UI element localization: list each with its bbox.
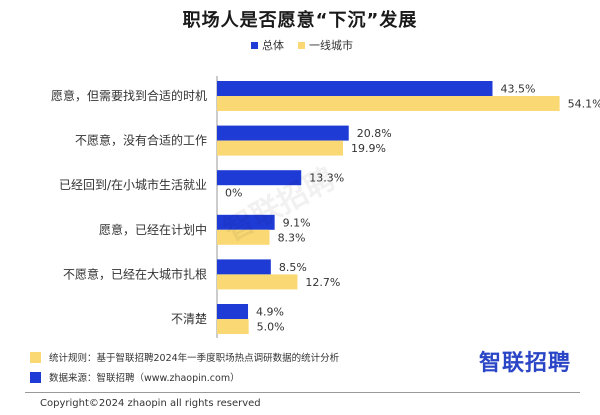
data-label: 20.8% (357, 127, 392, 140)
bar-overall (217, 81, 493, 96)
bar-tier1 (217, 96, 560, 111)
bar-overall (217, 170, 302, 186)
note-data-source: 数据来源：智联招聘（www.zhaopin.com） (30, 369, 490, 389)
legend-label: 总体 (262, 38, 284, 52)
data-label: 4.9% (256, 306, 284, 319)
bar-tier1 (217, 274, 298, 290)
note-swatch-yellow (30, 352, 41, 363)
bar-overall (217, 214, 275, 230)
copyright-text: Copyright©2024 zhaopin all rights reserv… (40, 398, 261, 409)
data-label: 54.1% (568, 98, 600, 111)
notes: 统计规则：基于智联招聘2024年一季度职场热点调研数据的统计分析 数据来源：智联… (30, 349, 490, 389)
data-label: 8.5% (279, 261, 307, 274)
data-label: 19.9% (351, 142, 386, 155)
note-text: 统计规则：基于智联招聘2024年一季度职场热点调研数据的统计分析 (49, 353, 340, 364)
data-label: 13.3% (309, 172, 344, 185)
brand-logo: 智联招聘 (478, 351, 571, 376)
bar-tier1 (217, 229, 270, 245)
category-label: 已经回到/在小城市生活就业 (59, 177, 207, 192)
category-label: 不清楚 (171, 312, 207, 326)
category-label: 愿意，但需要找到合适的时机 (51, 88, 207, 103)
bar-tier1 (217, 319, 249, 334)
category-label: 愿意，已经在计划中 (99, 222, 207, 237)
data-label: 9.1% (283, 216, 311, 229)
category-label: 不愿意，已经在大城市扎根 (63, 266, 207, 281)
bar-overall (217, 125, 349, 141)
chart-title: 职场人是否愿意“下沉”发展 (182, 10, 418, 31)
data-label: 5.0% (257, 321, 285, 334)
bar-tier1 (217, 140, 344, 156)
data-label: 8.3% (278, 231, 306, 244)
category-label: 不愿意，没有合适的工作 (75, 133, 207, 148)
bar-overall (217, 304, 249, 319)
bar-overall (217, 259, 271, 275)
data-label: 0% (225, 187, 242, 200)
data-label: 12.7% (305, 276, 340, 289)
note-swatch-blue (30, 372, 41, 383)
legend-swatch (298, 42, 305, 49)
footer-divider (25, 392, 580, 393)
data-label: 43.5% (501, 83, 536, 96)
legend-swatch (251, 42, 258, 49)
legend-label: 一线城市 (309, 38, 353, 52)
note-text: 数据来源：智联招聘（www.zhaopin.com） (49, 373, 240, 384)
note-statistic-rule: 统计规则：基于智联招聘2024年一季度职场热点调研数据的统计分析 (30, 349, 490, 369)
